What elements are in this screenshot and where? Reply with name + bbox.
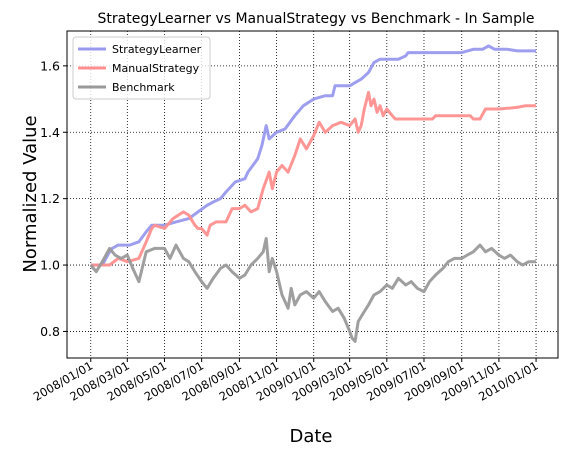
y-tick-label: 1.2: [40, 191, 60, 206]
x-axis-label: Date: [289, 426, 332, 447]
y-axis-label: Normalized Value: [20, 115, 41, 272]
series-lines: [89, 44, 537, 343]
x-axis: 2008/01/012008/03/012008/05/012008/07/01…: [31, 358, 541, 404]
legend-entry: StrategyLearner: [112, 43, 202, 56]
legend-entry: Benchmark: [112, 81, 175, 94]
y-tick-label: 0.8: [40, 324, 60, 339]
legend: StrategyLearner ManualStrategy Benchmark: [72, 36, 211, 100]
series-line-manual-strategy: [90, 90, 537, 267]
y-tick-label: 1.6: [40, 58, 60, 73]
legend-entry: ManualStrategy: [112, 62, 200, 75]
y-tick-label: 1.0: [40, 258, 60, 273]
y-axis: 0.8 1.0 1.2 1.4 1.6: [40, 58, 67, 339]
plot-area-frame: [66, 30, 559, 359]
chart-title: StrategyLearner vs ManualStrategy vs Ben…: [98, 11, 535, 27]
series-line-benchmark: [89, 237, 537, 343]
y-tick-label: 1.4: [40, 125, 60, 140]
legend-box: [72, 36, 211, 100]
